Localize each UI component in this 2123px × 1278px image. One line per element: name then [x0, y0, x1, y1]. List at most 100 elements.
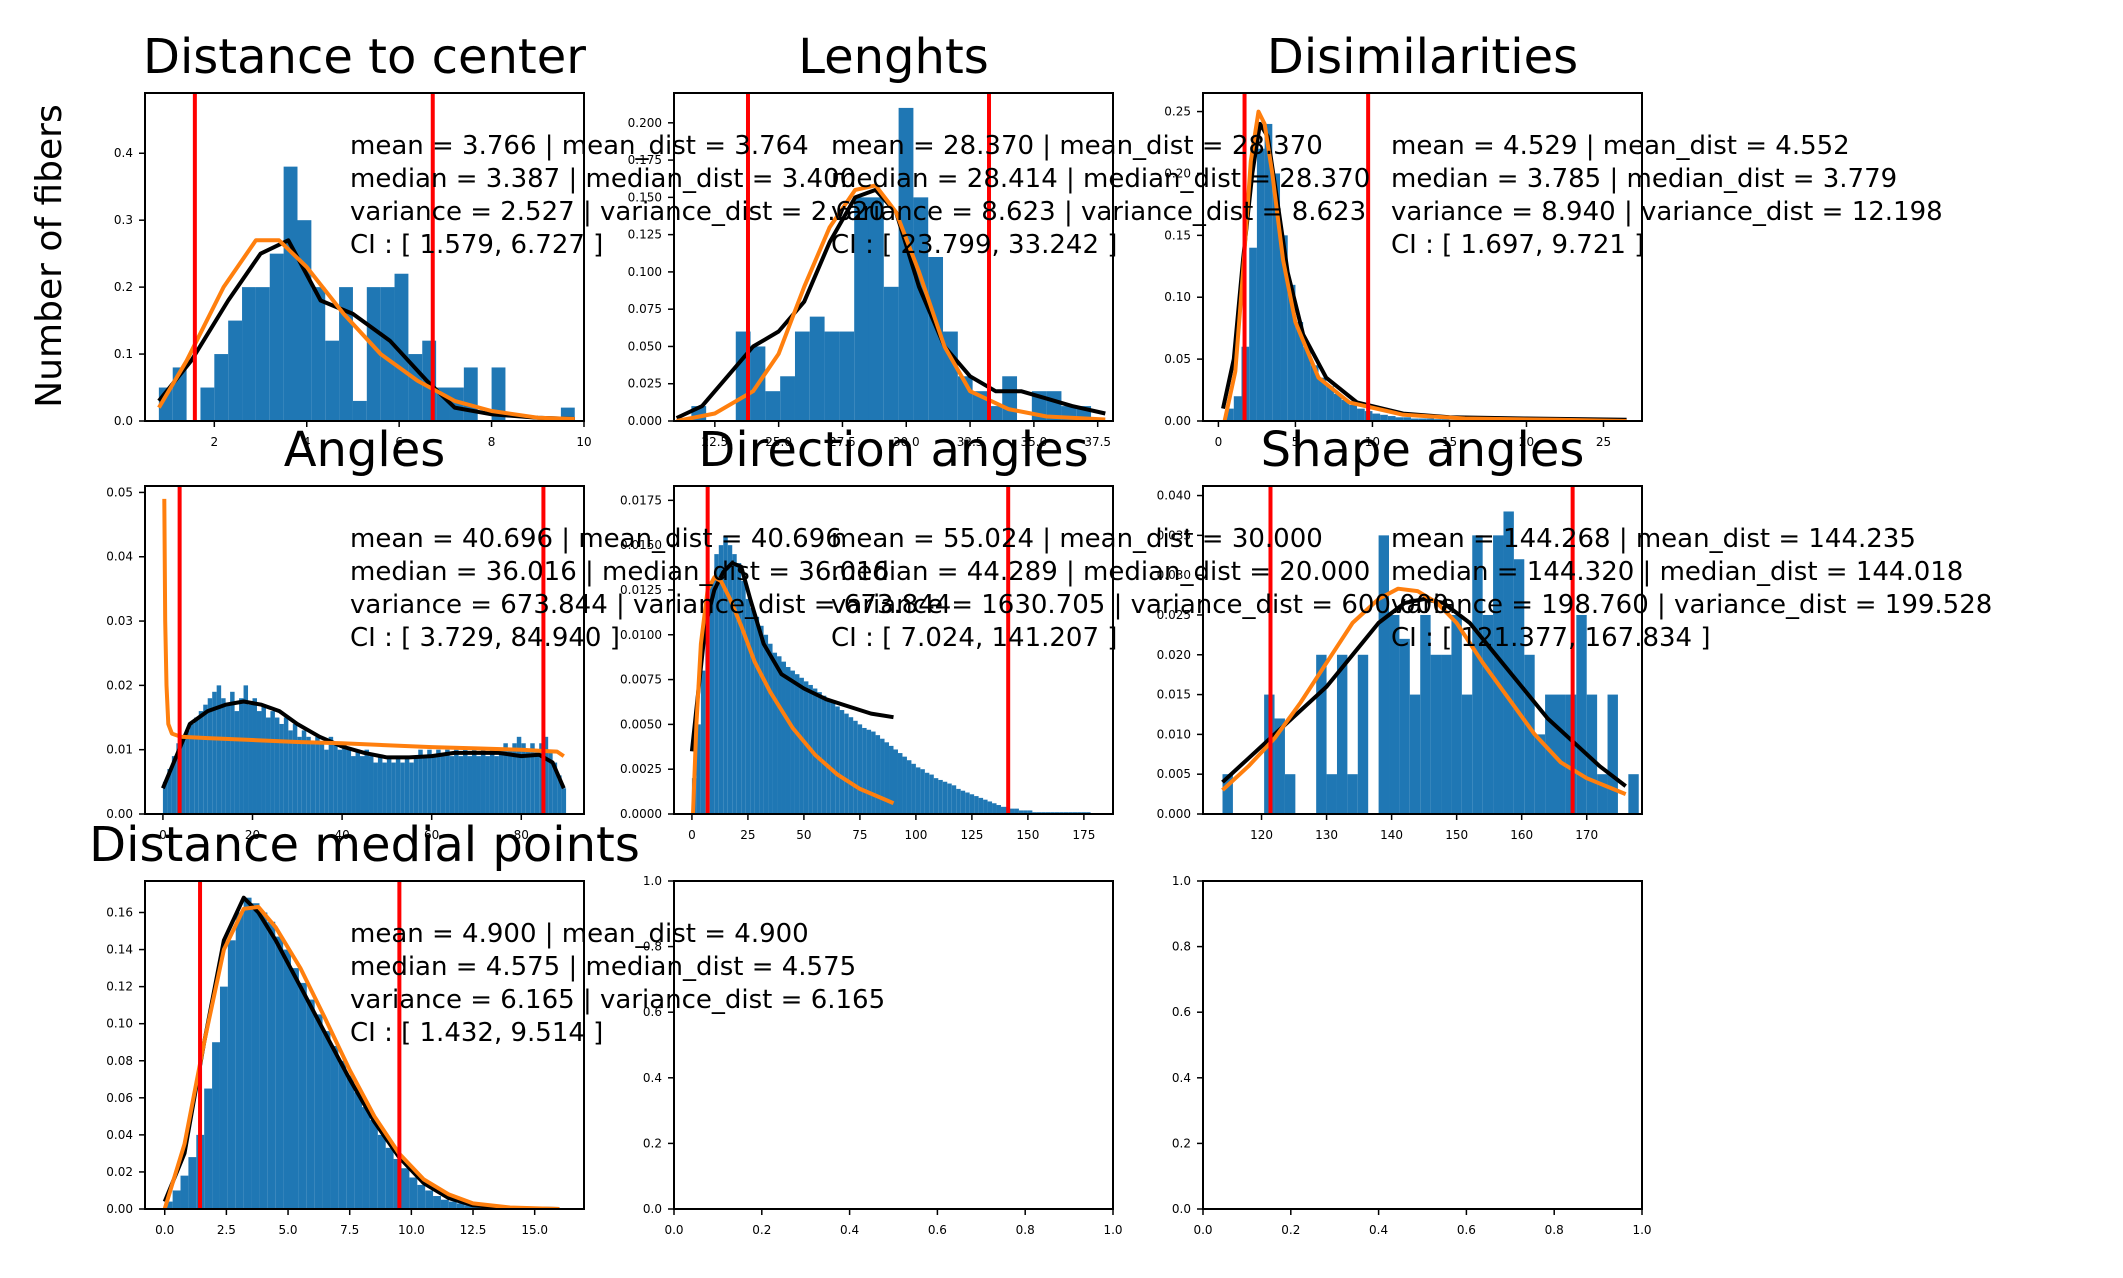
- hist-bar: [324, 750, 328, 814]
- x-tick-label: 2: [210, 435, 218, 449]
- hist-bar: [445, 750, 449, 814]
- x-tick-label: 0.0: [155, 1223, 174, 1237]
- hist-bar: [849, 717, 853, 814]
- x-tick-label: 150: [1445, 828, 1468, 842]
- y-tick-label: 0.4: [643, 1071, 662, 1085]
- x-tick-label: 0.6: [928, 1223, 947, 1237]
- subplot-title: Shape angles: [1261, 422, 1585, 478]
- hist-bar: [405, 756, 409, 814]
- hist-bar: [1556, 695, 1566, 814]
- hist-bar: [1462, 695, 1472, 814]
- hist-bar: [353, 401, 367, 421]
- hist-bar: [782, 662, 786, 814]
- y-tick-label: 0.02: [106, 1165, 133, 1179]
- hist-bar: [320, 743, 324, 814]
- hist-bar: [780, 376, 795, 421]
- y-tick-label: 0.200: [628, 116, 662, 130]
- hist-bar: [185, 730, 189, 814]
- hist-bar: [338, 750, 342, 814]
- hist-bar: [409, 763, 413, 814]
- y-tick-label: 0.4: [1172, 1071, 1191, 1085]
- stat-line: mean = 28.370 | mean_dist = 28.370: [831, 131, 1323, 161]
- stat-line: variance = 2.527 | variance_dist = 2.620: [350, 197, 885, 227]
- y-tick-label: 0.0: [643, 1202, 662, 1216]
- hist-bar: [259, 913, 267, 1209]
- y-tick-label: 0.100: [628, 265, 662, 279]
- x-tick-label: 0.4: [840, 1223, 859, 1237]
- hist-bar: [378, 1135, 386, 1209]
- hist-bar: [947, 784, 951, 814]
- y-tick-label: 0.2: [643, 1136, 662, 1150]
- y-tick-label: 0.0: [114, 414, 133, 428]
- hist-bar: [221, 698, 225, 814]
- hist-bar: [880, 739, 884, 814]
- hist-bar: [386, 1148, 394, 1209]
- hist-bar: [347, 750, 351, 814]
- stat-line: median = 3.785 | median_dist = 3.779: [1391, 164, 1897, 194]
- hist-bar: [369, 756, 373, 814]
- hist-bar: [979, 798, 983, 814]
- hist-bar: [925, 773, 929, 814]
- y-tick-label: 0.12: [106, 980, 133, 994]
- hist-bar: [261, 705, 265, 814]
- hist-bar: [1285, 774, 1295, 814]
- hist-bar: [427, 750, 431, 814]
- hist-bar: [449, 1202, 457, 1209]
- hist-bar: [961, 791, 965, 814]
- stat-line: mean = 40.696 | mean_dist = 40.696: [350, 524, 842, 554]
- hist-bar: [997, 805, 1001, 814]
- y-tick-label: 0.000: [628, 414, 662, 428]
- stats-layer: mean = 3.766 | mean_dist = 3.764 median =…: [350, 131, 1992, 1048]
- stat-line: mean = 3.766 | mean_dist = 3.764: [350, 131, 809, 161]
- hist-bar: [378, 756, 382, 814]
- stat-line: mean = 4.529 | mean_dist = 4.552: [1391, 131, 1850, 161]
- hist-bar: [795, 332, 810, 421]
- hist-bar: [235, 711, 239, 814]
- hist-bar: [351, 756, 355, 814]
- hist-bar: [226, 705, 230, 814]
- hist-bar: [432, 756, 436, 814]
- hist-bar: [884, 287, 899, 421]
- hist-bar: [248, 705, 252, 814]
- hist-bar: [188, 1157, 196, 1209]
- hist-bar: [965, 792, 969, 814]
- x-tick-label: 7.5: [340, 1223, 359, 1237]
- y-tick-label: 0.8: [1172, 940, 1191, 954]
- stat-line: CI : [ 23.799, 33.242 ]: [831, 230, 1117, 260]
- hist-bar: [1349, 405, 1357, 421]
- hist-bar: [894, 749, 898, 814]
- y-tick-label: 0.15: [1164, 228, 1191, 242]
- hist-bar: [220, 987, 228, 1209]
- hist-bar: [228, 321, 242, 421]
- hist-bar: [242, 287, 256, 421]
- hist-bar: [284, 718, 288, 814]
- hist-bar: [212, 1042, 220, 1209]
- hist-bar: [562, 788, 566, 814]
- x-tick-label: 8: [488, 435, 496, 449]
- hist-bar: [270, 254, 284, 421]
- y-tick-label: 0.0175: [620, 493, 662, 507]
- hist-bar: [701, 671, 705, 814]
- hist-bar: [799, 678, 803, 814]
- stat-line: CI : [ 1.432, 9.514 ]: [350, 1018, 603, 1048]
- hist-bar: [920, 769, 924, 814]
- hist-bar: [311, 743, 315, 814]
- hist-bar: [508, 750, 512, 814]
- stat-line: variance = 8.623 | variance_dist = 8.623: [831, 197, 1366, 227]
- x-tick-label: 160: [1510, 828, 1533, 842]
- hist-bar: [535, 750, 539, 814]
- hist-bar: [270, 711, 274, 814]
- hist-bar: [391, 763, 395, 814]
- stat-line: variance = 6.165 | variance_dist = 6.165: [350, 985, 885, 1015]
- hist-bar: [244, 898, 252, 1209]
- subplot-title: Lenghts: [798, 29, 989, 85]
- hist-bar: [992, 803, 996, 814]
- hist-bar: [373, 763, 377, 814]
- x-tick-label: 100: [904, 828, 927, 842]
- x-tick-label: 1.0: [1632, 1223, 1651, 1237]
- y-tick-label: 0.10: [1164, 290, 1191, 304]
- hist-bar: [885, 742, 889, 814]
- hist-bar: [306, 737, 310, 814]
- hist-bar: [485, 756, 489, 814]
